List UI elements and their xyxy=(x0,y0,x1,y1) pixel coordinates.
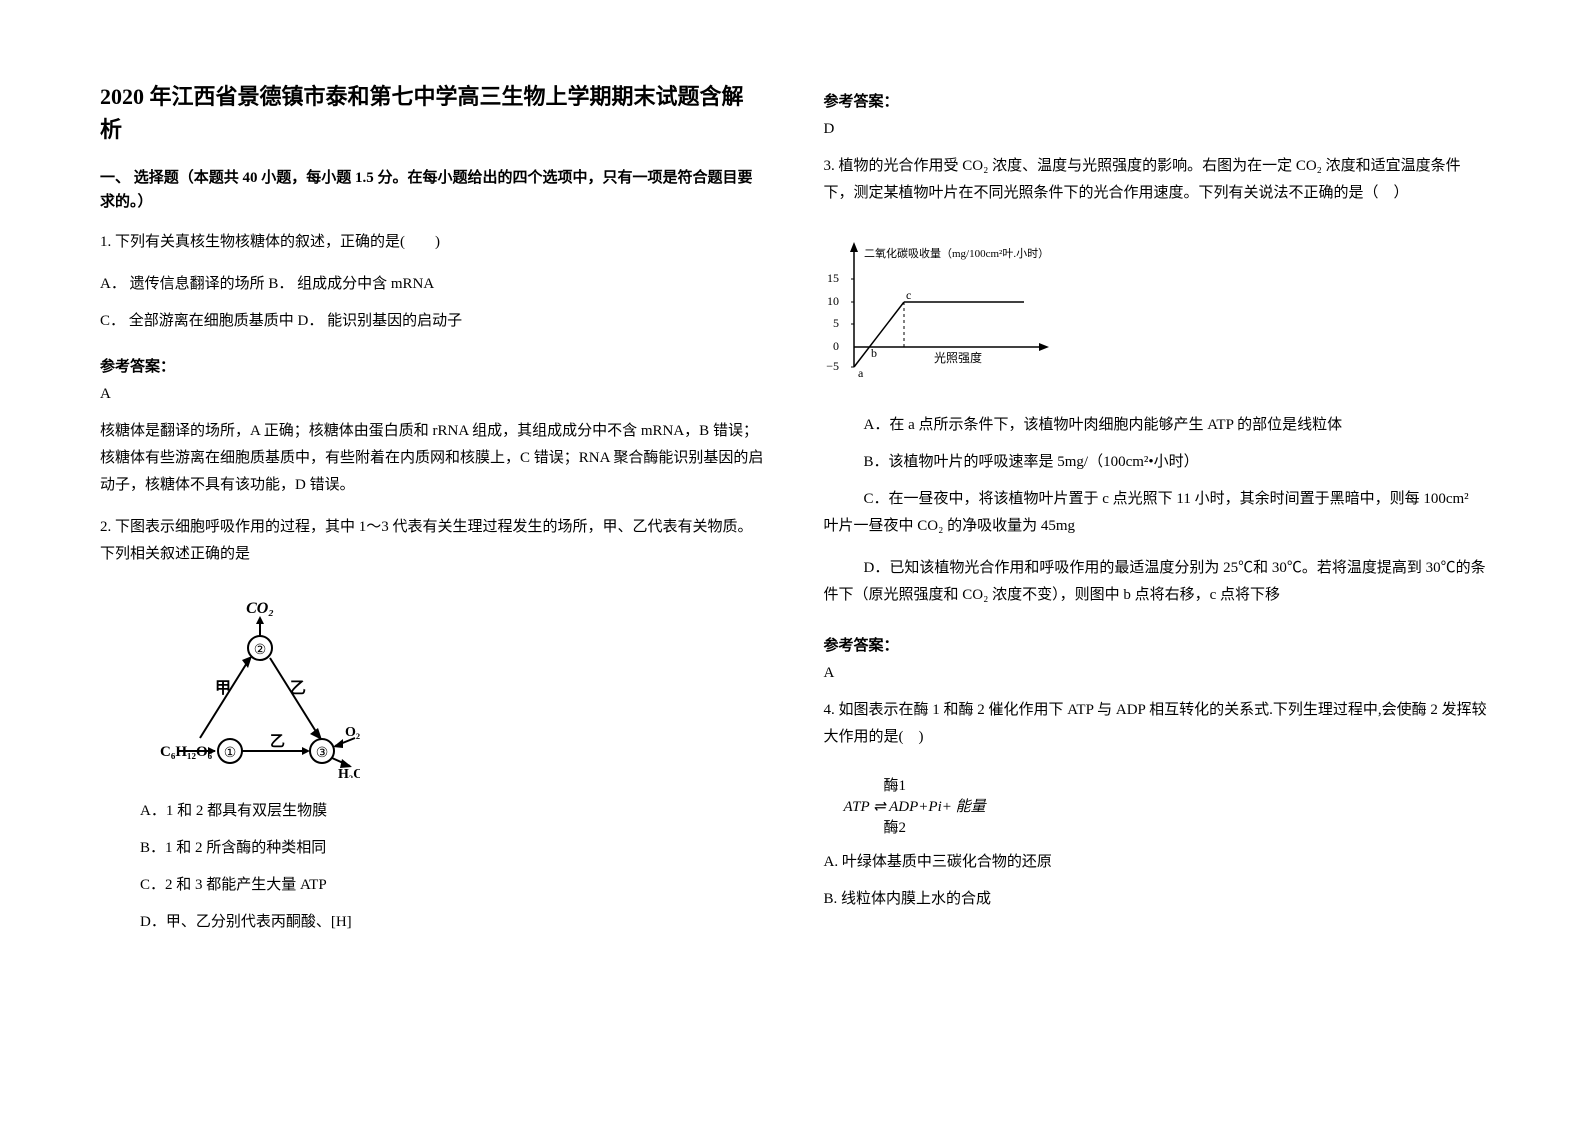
q4-stem: 4. 如图表示在酶 1 和酶 2 催化作用下 ATP 与 ADP 相互转化的关系… xyxy=(824,697,1488,751)
q3-optD-text: D．已知该植物光合作用和呼吸作用的最适温度分别为 25℃和 30℃。若将温度提高… xyxy=(824,560,1486,603)
chart-point-b: b xyxy=(871,346,877,360)
q1-stem: 1. 下列有关真核生物核糖体的叙述，正确的是( ) xyxy=(100,229,764,256)
chart-point-c: c xyxy=(906,288,911,302)
q4-formula: 酶1 ATP ⇌ ADP+Pi+ 能量 酶2 xyxy=(844,776,1488,839)
chart-x-arrowhead xyxy=(1039,343,1049,351)
chart-point-a: a xyxy=(858,366,864,380)
diagram-co2-label: CO₂ xyxy=(246,600,274,617)
q3-optB: B．该植物叶片的呼吸速率是 5mg/（100cm²•小时） xyxy=(864,449,1488,476)
q1-explanation: 核糖体是翻译的场所，A 正确；核糖体由蛋白质和 rRNA 组成，其组成成分中不含… xyxy=(100,418,764,499)
chart-ytick-neg5: −5 xyxy=(826,359,839,373)
q2-optA: A．1 和 2 都具有双层生物膜 xyxy=(140,798,764,825)
q3-optC-text: C．在一昼夜中，将该植物叶片置于 c 点光照下 11 小时，其余时间置于黑暗中，… xyxy=(824,491,1469,534)
chart-ytick-0: 0 xyxy=(833,339,839,353)
diagram-arrowhead-up xyxy=(256,616,264,624)
diagram-line-left xyxy=(200,658,250,738)
page-title: 2020 年江西省景德镇市泰和第七中学高三生物上学期期末试题含解析 xyxy=(100,80,764,146)
q1-optD: D． 能识别基因的启动子 xyxy=(298,313,463,329)
q2-optC: C．2 和 3 都能产生大量 ATP xyxy=(140,872,764,899)
q3-answer-label: 参考答案： xyxy=(824,634,1488,655)
chart-y-label: 二氧化碳吸收量（mg/100cm²叶.小时） xyxy=(864,246,1049,260)
diagram-arrowhead-tl xyxy=(242,656,252,668)
q1-options-ab: A． 遗传信息翻译的场所 B． 组成成分中含 mRNA xyxy=(100,271,764,298)
diagram-o2-label: O₂ xyxy=(345,725,360,740)
diagram-node1-label: ① xyxy=(224,746,237,761)
right-column: 参考答案： D 3. 植物的光合作用受 CO₂ 浓度、温度与光照强度的影响。右图… xyxy=(824,80,1488,1042)
section-header: 一、 选择题（本题共 40 小题，每小题 1.5 分。在每小题给出的四个选项中，… xyxy=(100,166,764,214)
diagram-h2o-label: H₂O xyxy=(338,767,360,778)
diagram-node3-label: ③ xyxy=(316,746,329,761)
q4-optA: A. 叶绿体基质中三碳化合物的还原 xyxy=(824,849,1488,876)
diagram-yi2-label: 乙 xyxy=(270,734,285,750)
diagram-arrowhead-right xyxy=(302,747,310,755)
diagram-arrowhead-o2 xyxy=(333,739,343,748)
q3-stem: 3. 植物的光合作用受 CO₂ 浓度、温度与光照强度的影响。右图为在一定 CO₂… xyxy=(824,153,1488,207)
q2-stem: 2. 下图表示细胞呼吸作用的过程，其中 1～3 代表有关生理过程发生的场所，甲、… xyxy=(100,514,764,568)
left-column: 2020 年江西省景德镇市泰和第七中学高三生物上学期期末试题含解析 一、 选择题… xyxy=(100,80,764,1042)
q1-optA: A． 遗传信息翻译的场所 xyxy=(100,276,265,292)
chart-ytick-15: 15 xyxy=(827,271,839,285)
q2-answer-label: 参考答案： xyxy=(824,90,1488,111)
q2-diagram: CO₂ ② 甲 乙 C₆H₁₂O₆ ① 乙 ③ O₂ xyxy=(160,598,764,783)
q1-answer-label: 参考答案： xyxy=(100,355,764,376)
chart-data-line1 xyxy=(854,302,904,367)
diagram-jia-label: 甲 xyxy=(215,679,231,697)
q4-formula-top: 酶1 xyxy=(844,776,1488,797)
q1-optB: B． 组成成分中含 mRNA xyxy=(268,276,434,292)
diagram-node2-label: ② xyxy=(254,643,267,658)
chart-x-label: 光照强度 xyxy=(934,350,982,365)
q4-optB: B. 线粒体内膜上水的合成 xyxy=(824,886,1488,913)
chart-y-arrowhead xyxy=(850,242,858,252)
q3-optD: D．已知该植物光合作用和呼吸作用的最适温度分别为 25℃和 30℃。若将温度提高… xyxy=(824,555,1488,609)
chart-ytick-5: 5 xyxy=(833,316,839,330)
chart-ytick-10: 10 xyxy=(827,294,839,308)
q3-optC: C．在一昼夜中，将该植物叶片置于 c 点光照下 11 小时，其余时间置于黑暗中，… xyxy=(824,486,1488,540)
q2-optB: B．1 和 2 所含酶的种类相同 xyxy=(140,835,764,862)
q3-answer: A xyxy=(824,665,1488,682)
q4-formula-main: ATP ⇌ ADP+Pi+ 能量 xyxy=(844,797,1488,818)
q3-optA: A．在 a 点所示条件下，该植物叶肉细胞内能够产生 ATP 的部位是线粒体 xyxy=(864,412,1488,439)
diagram-line-right xyxy=(270,658,320,738)
q4-formula-bottom: 酶2 xyxy=(844,818,1488,839)
q3-chart: 二氧化碳吸收量（mg/100cm²叶.小时） 15 10 5 0 −5 a b … xyxy=(824,237,1064,397)
q1-options-cd: C． 全部游离在细胞质基质中 D． 能识别基因的启动子 xyxy=(100,308,764,335)
q1-answer: A xyxy=(100,386,764,403)
diagram-yi-label: 乙 xyxy=(290,680,306,697)
q1-optC: C． 全部游离在细胞质基质中 xyxy=(100,313,294,329)
q2-answer: D xyxy=(824,121,1488,138)
q2-optD: D．甲、乙分别代表丙酮酸、[H] xyxy=(140,909,764,936)
